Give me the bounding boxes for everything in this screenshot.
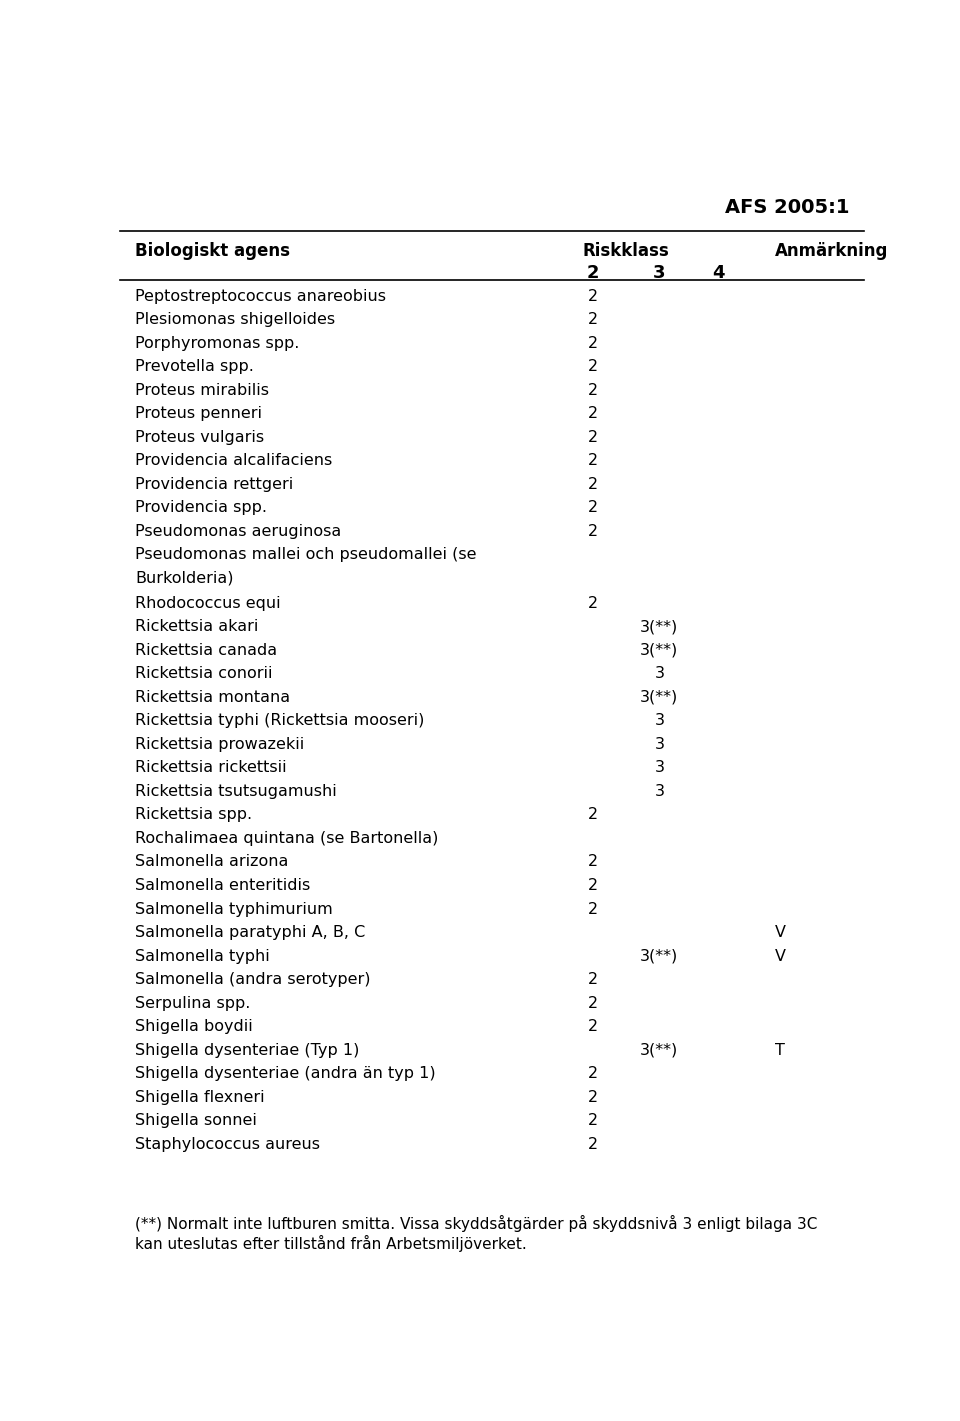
Text: AFS 2005:1: AFS 2005:1 (725, 198, 849, 217)
Text: Shigella sonnei: Shigella sonnei (134, 1113, 256, 1128)
Text: Pseudomonas mallei och pseudomallei (se: Pseudomonas mallei och pseudomallei (se (134, 547, 476, 563)
Text: 3: 3 (655, 784, 664, 799)
Text: 4: 4 (712, 263, 725, 281)
Text: 2: 2 (588, 500, 597, 516)
Text: 3: 3 (655, 713, 664, 729)
Text: 2: 2 (588, 1137, 597, 1152)
Text: Burkolderia): Burkolderia) (134, 571, 233, 585)
Text: Shigella dysenteriae (andra än typ 1): Shigella dysenteriae (andra än typ 1) (134, 1066, 436, 1081)
Text: Rickettsia prowazekii: Rickettsia prowazekii (134, 737, 304, 752)
Text: 2: 2 (588, 524, 597, 539)
Text: 3: 3 (653, 263, 665, 281)
Text: 2: 2 (588, 1066, 597, 1081)
Text: T: T (775, 1043, 784, 1057)
Text: 2: 2 (588, 1019, 597, 1034)
Text: Proteus mirabilis: Proteus mirabilis (134, 382, 269, 398)
Text: 2: 2 (588, 360, 597, 374)
Text: Peptostreptococcus anareobius: Peptostreptococcus anareobius (134, 288, 386, 304)
Text: 2: 2 (588, 901, 597, 917)
Text: Proteus vulgaris: Proteus vulgaris (134, 429, 264, 445)
Text: (**) Normalt inte luftburen smitta. Vissa skyddsåtgärder på skyddsnivå 3 enligt : (**) Normalt inte luftburen smitta. Viss… (134, 1215, 817, 1252)
Text: 2: 2 (588, 453, 597, 469)
Text: Plesiomonas shigelloides: Plesiomonas shigelloides (134, 313, 335, 327)
Text: 3(**): 3(**) (640, 949, 679, 963)
Text: V: V (775, 925, 785, 941)
Text: 2: 2 (588, 878, 597, 892)
Text: Salmonella arizona: Salmonella arizona (134, 854, 288, 870)
Text: Riskklass: Riskklass (583, 242, 669, 260)
Text: Rhodococcus equi: Rhodococcus equi (134, 595, 280, 611)
Text: 3(**): 3(**) (640, 1043, 679, 1057)
Text: Salmonella typhimurium: Salmonella typhimurium (134, 901, 332, 917)
Text: 2: 2 (588, 1113, 597, 1128)
Text: Providencia spp.: Providencia spp. (134, 500, 267, 516)
Text: Prevotella spp.: Prevotella spp. (134, 360, 253, 374)
Text: 2: 2 (588, 854, 597, 870)
Text: 2: 2 (588, 477, 597, 492)
Text: Rickettsia canada: Rickettsia canada (134, 642, 277, 658)
Text: 2: 2 (588, 429, 597, 445)
Text: Rickettsia akari: Rickettsia akari (134, 620, 258, 634)
Text: Proteus penneri: Proteus penneri (134, 406, 262, 421)
Text: Salmonella typhi: Salmonella typhi (134, 949, 270, 963)
Text: Shigella dysenteriae (Typ 1): Shigella dysenteriae (Typ 1) (134, 1043, 359, 1057)
Text: Biologiskt agens: Biologiskt agens (134, 242, 290, 260)
Text: Rickettsia conorii: Rickettsia conorii (134, 666, 273, 681)
Text: 2: 2 (587, 263, 599, 281)
Text: 2: 2 (588, 313, 597, 327)
Text: Shigella boydii: Shigella boydii (134, 1019, 252, 1034)
Text: 2: 2 (588, 335, 597, 351)
Text: 3: 3 (655, 737, 664, 752)
Text: 3(**): 3(**) (640, 620, 679, 634)
Text: Salmonella enteritidis: Salmonella enteritidis (134, 878, 310, 892)
Text: Rickettsia spp.: Rickettsia spp. (134, 807, 252, 823)
Text: 2: 2 (588, 996, 597, 1010)
Text: Salmonella paratyphi A, B, C: Salmonella paratyphi A, B, C (134, 925, 365, 941)
Text: Rickettsia montana: Rickettsia montana (134, 689, 290, 705)
Text: 2: 2 (588, 972, 597, 988)
Text: Providencia rettgeri: Providencia rettgeri (134, 477, 293, 492)
Text: Porphyromonas spp.: Porphyromonas spp. (134, 335, 300, 351)
Text: Rickettsia tsutsugamushi: Rickettsia tsutsugamushi (134, 784, 337, 799)
Text: 2: 2 (588, 382, 597, 398)
Text: 2: 2 (588, 807, 597, 823)
Text: Rochalimaea quintana (se Bartonella): Rochalimaea quintana (se Bartonella) (134, 831, 439, 845)
Text: Providencia alcalifaciens: Providencia alcalifaciens (134, 453, 332, 469)
Text: Staphylococcus aureus: Staphylococcus aureus (134, 1137, 320, 1152)
Text: Pseudomonas aeruginosa: Pseudomonas aeruginosa (134, 524, 341, 539)
Text: 2: 2 (588, 595, 597, 611)
Text: 2: 2 (588, 288, 597, 304)
Text: Rickettsia rickettsii: Rickettsia rickettsii (134, 760, 286, 776)
Text: V: V (775, 949, 785, 963)
Text: 2: 2 (588, 406, 597, 421)
Text: 3: 3 (655, 760, 664, 776)
Text: Anmärkning: Anmärkning (775, 242, 888, 260)
Text: 3: 3 (655, 666, 664, 681)
Text: 3(**): 3(**) (640, 642, 679, 658)
Text: Serpulina spp.: Serpulina spp. (134, 996, 251, 1010)
Text: Shigella flexneri: Shigella flexneri (134, 1090, 265, 1104)
Text: 3(**): 3(**) (640, 689, 679, 705)
Text: Rickettsia typhi (Rickettsia mooseri): Rickettsia typhi (Rickettsia mooseri) (134, 713, 424, 729)
Text: Salmonella (andra serotyper): Salmonella (andra serotyper) (134, 972, 371, 988)
Text: 2: 2 (588, 1090, 597, 1104)
